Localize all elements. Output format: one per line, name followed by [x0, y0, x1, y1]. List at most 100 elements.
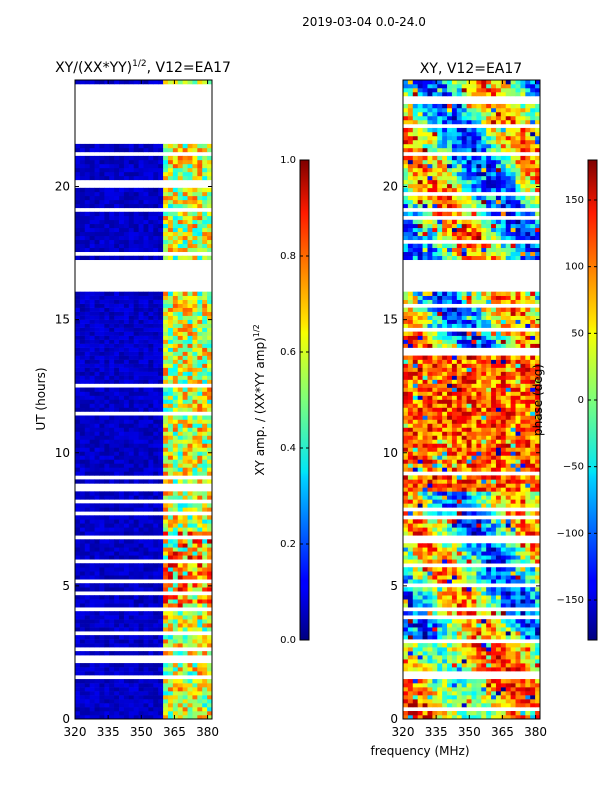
heatmap-cell	[177, 547, 184, 552]
heatmap-cell	[510, 699, 516, 704]
heatmap-cell	[163, 235, 169, 241]
heatmap-cell	[99, 307, 105, 312]
heatmap-cell	[123, 715, 130, 720]
heatmap-cell	[417, 543, 423, 548]
heatmap-cell	[187, 423, 193, 428]
heatmap-cell	[466, 595, 472, 600]
heatmap-cell	[138, 555, 144, 560]
heatmap-cell	[447, 667, 453, 672]
heatmap-cell	[525, 691, 531, 696]
heatmap-cell	[163, 683, 169, 688]
heatmap-cell	[172, 695, 179, 700]
heatmap-cell	[505, 443, 512, 448]
heatmap-cell	[461, 499, 467, 504]
heatmap-cell	[515, 603, 521, 608]
heatmap-cell	[158, 331, 164, 336]
heatmap-cell	[119, 147, 125, 153]
heatmap-cell	[187, 247, 193, 253]
heatmap-cell	[197, 595, 203, 600]
heatmap-cell	[84, 527, 91, 532]
heatmap-cell	[153, 539, 159, 544]
heatmap-cell	[114, 619, 120, 624]
heatmap-cell	[172, 335, 179, 340]
heatmap-cell	[163, 167, 169, 173]
heatmap-cell	[202, 303, 208, 308]
heatmap-cell	[153, 371, 159, 376]
heatmap-cell	[148, 387, 154, 392]
heatmap-cell	[128, 519, 135, 524]
heatmap-cell	[75, 663, 81, 668]
heatmap-cell	[114, 635, 120, 640]
heatmap-cell	[486, 547, 492, 552]
heatmap-cell	[75, 219, 81, 225]
heatmap-cell	[495, 663, 502, 668]
heatmap-cell	[172, 339, 179, 344]
heatmap-cell	[427, 447, 433, 452]
heatmap-cell	[158, 527, 164, 532]
heatmap-cell	[177, 395, 184, 400]
heatmap-cell	[447, 619, 453, 624]
heatmap-cell	[79, 575, 86, 580]
heatmap-cell	[153, 715, 159, 720]
heatmap-cell	[153, 227, 159, 233]
heatmap-cell	[133, 531, 139, 536]
heatmap-cell	[447, 527, 453, 532]
heatmap-cell	[192, 159, 198, 165]
heatmap-cell	[207, 531, 213, 536]
heatmap-cell	[172, 315, 179, 320]
heatmap-cell	[163, 231, 169, 237]
heatmap-cell	[153, 451, 159, 456]
heatmap-cell	[417, 647, 423, 652]
heatmap-cell	[109, 363, 115, 368]
heatmap-cell	[133, 627, 139, 632]
heatmap-cell	[133, 691, 139, 696]
heatmap-cell	[427, 495, 433, 500]
heatmap-cell	[403, 447, 409, 452]
heatmap-cell	[119, 651, 125, 656]
heatmap-cell	[525, 627, 531, 632]
heatmap-cell	[143, 331, 149, 336]
heatmap-cell	[143, 439, 149, 444]
heatmap-cell	[94, 80, 100, 85]
heatmap-cell	[447, 703, 453, 708]
heatmap-cell	[89, 211, 95, 217]
heatmap-cell	[167, 239, 174, 245]
heatmap-cell	[99, 651, 105, 656]
heatmap-cell	[515, 599, 521, 604]
heatmap-cell	[442, 599, 448, 604]
heatmap-cell	[456, 687, 463, 692]
heatmap-cell	[495, 687, 502, 692]
heatmap-cell	[177, 235, 184, 241]
heatmap-cell	[99, 471, 105, 476]
heatmap-cell	[412, 603, 419, 608]
heatmap-cell	[403, 699, 409, 704]
heatmap-cell	[202, 235, 208, 241]
heatmap-cell	[94, 247, 100, 253]
heatmap-cell	[163, 195, 169, 201]
heatmap-cell	[172, 543, 179, 548]
heatmap-cell	[75, 195, 81, 201]
heatmap-cell	[167, 687, 174, 692]
heatmap-cell	[89, 635, 95, 640]
heatmap-cell	[422, 715, 428, 720]
heatmap-cell	[123, 419, 130, 424]
heatmap-cell	[530, 667, 536, 672]
heatmap-cell	[520, 651, 526, 656]
heatmap-cell	[148, 555, 154, 560]
heatmap-cell	[505, 479, 512, 484]
heatmap-cell	[153, 611, 159, 616]
heatmap-cell	[197, 627, 203, 632]
heatmap-cell	[456, 623, 463, 628]
heatmap-cell	[177, 315, 184, 320]
heatmap-cell	[192, 227, 198, 233]
heatmap-cell	[99, 451, 105, 456]
heatmap-cell	[119, 307, 125, 312]
heatmap-cell	[466, 479, 472, 484]
heatmap-cell	[138, 563, 144, 568]
heatmap-cell	[515, 491, 521, 496]
heatmap-cell	[119, 431, 125, 436]
heatmap-cell	[128, 199, 135, 205]
heatmap-cell	[158, 195, 164, 201]
heatmap-cell	[500, 695, 507, 700]
heatmap-cell	[187, 303, 193, 308]
